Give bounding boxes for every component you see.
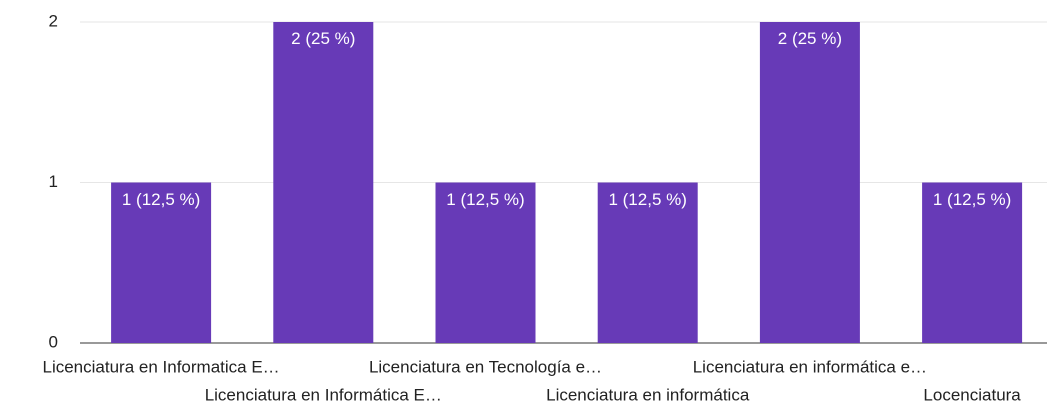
x-tick-label: Licenciatura en Tecnología e… — [369, 357, 602, 376]
value-label: 1 (12,5 %) — [608, 189, 687, 209]
bar — [435, 182, 536, 343]
bar — [111, 182, 212, 343]
value-label: 1 (12,5 %) — [121, 189, 201, 209]
x-tick-label: Locenciatura — [923, 385, 1021, 404]
value-label: 2 (25 %) — [777, 29, 843, 48]
x-tick-label: Licenciatura en Informatica E… — [43, 357, 280, 376]
x-tick-label: Licenciatura en Informática E… — [205, 385, 442, 404]
bar — [273, 22, 374, 343]
x-tick-label: Licenciatura en informática e… — [693, 357, 927, 376]
value-label: 1 (12,5 %) — [932, 189, 1012, 209]
value-label: 1 (12,5 %) — [446, 189, 525, 209]
bar — [597, 182, 698, 343]
value-label: 2 (25 %) — [291, 29, 356, 48]
bar — [922, 182, 1023, 343]
x-tick-label: Licenciatura en informática — [546, 385, 750, 404]
y-tick-label: 2 — [49, 11, 58, 30]
y-tick-label: 0 — [49, 332, 58, 351]
bar — [759, 22, 860, 343]
y-tick-label: 1 — [49, 172, 58, 191]
